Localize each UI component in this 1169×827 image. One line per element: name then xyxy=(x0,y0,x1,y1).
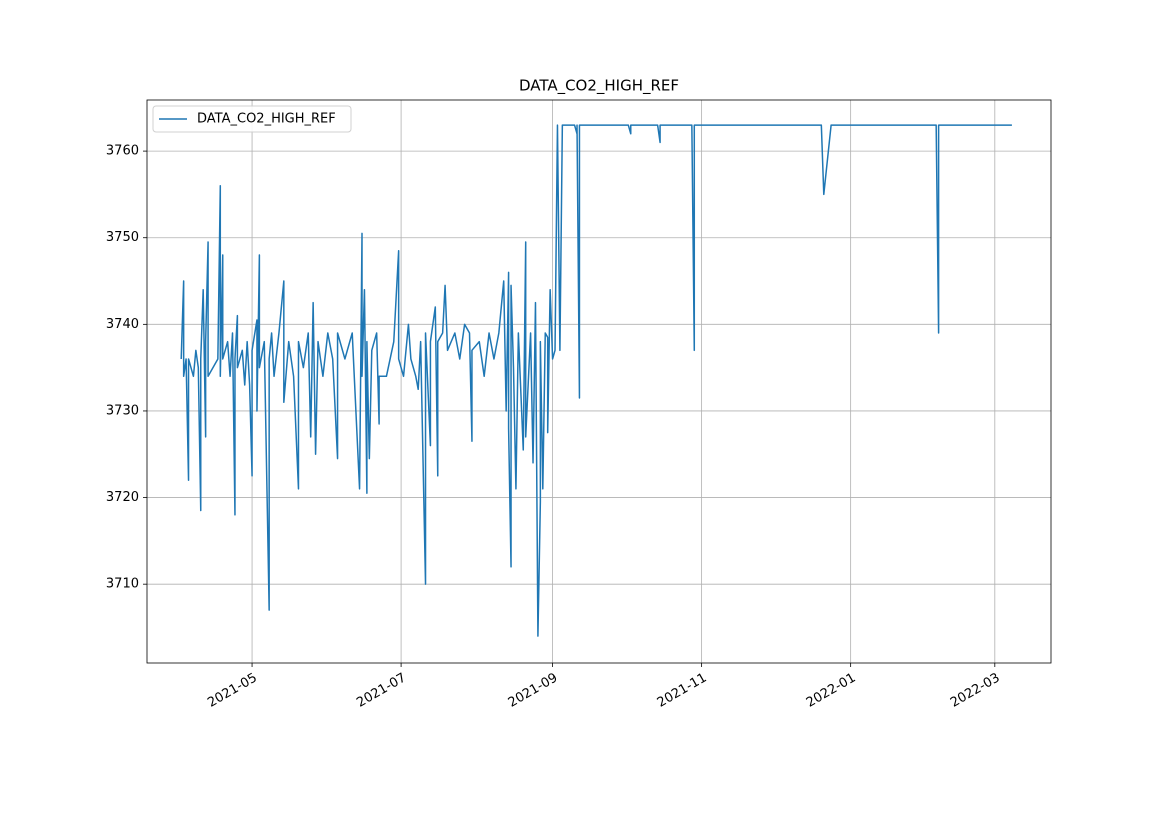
legend-label: DATA_CO2_HIGH_REF xyxy=(197,112,336,127)
y-tick-label: 3710 xyxy=(106,577,139,592)
y-tick-label: 3750 xyxy=(106,230,139,245)
x-tick-label: 2021-07 xyxy=(354,671,409,711)
x-tick-label: 2022-03 xyxy=(948,671,1003,711)
line-series xyxy=(180,124,1012,637)
y-tick-label: 3760 xyxy=(106,144,139,159)
chart-title: DATA_CO2_HIGH_REF xyxy=(519,77,679,96)
y-tick-label: 3720 xyxy=(106,490,139,505)
x-tick-label: 2021-09 xyxy=(506,671,561,711)
legend-box xyxy=(152,105,352,133)
y-tick-label: 3740 xyxy=(106,317,139,332)
x-tick-label: 2022-01 xyxy=(804,671,859,711)
x-tick-label: 2021-11 xyxy=(655,671,710,711)
y-tick-label: 3730 xyxy=(106,403,139,418)
axes-frame xyxy=(146,99,1052,664)
x-tick-label: 2021-05 xyxy=(205,671,260,711)
legend: DATA_CO2_HIGH_REF xyxy=(152,105,352,133)
